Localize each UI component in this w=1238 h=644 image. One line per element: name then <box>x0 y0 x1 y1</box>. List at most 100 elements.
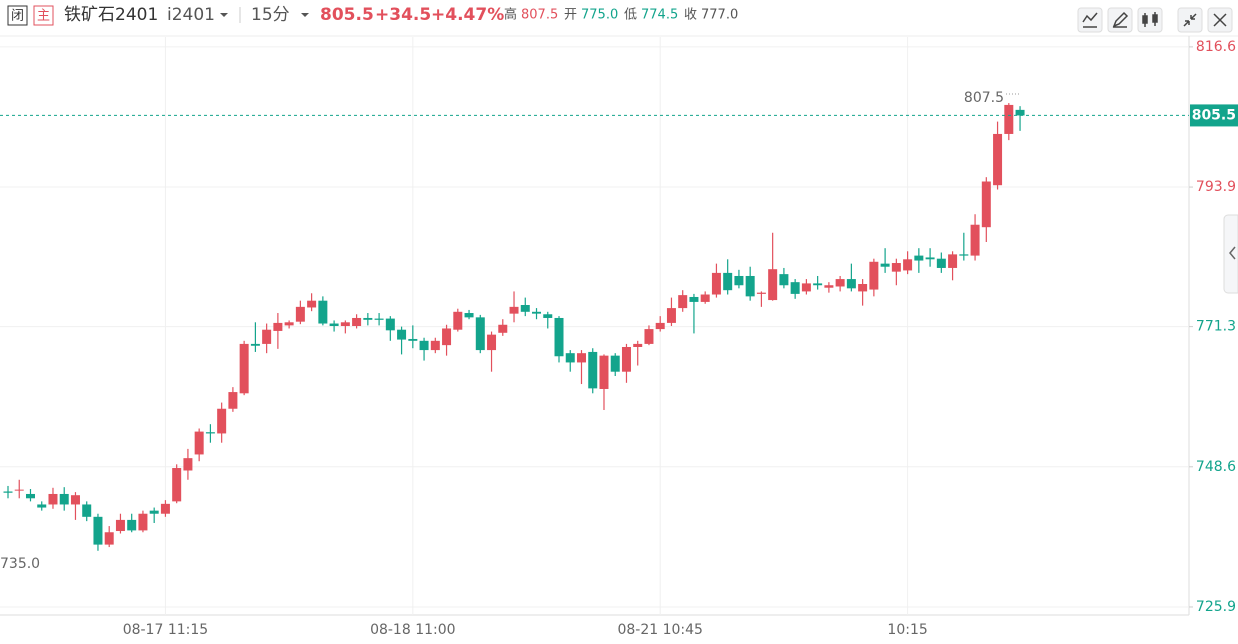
side-tab-chevron <box>1229 246 1236 260</box>
caret[interactable] <box>220 13 228 17</box>
candle-body <box>734 275 744 286</box>
candle-body <box>487 334 497 351</box>
candle-body <box>464 313 474 318</box>
candle-body <box>25 493 35 499</box>
period[interactable]: 15分 <box>251 5 290 25</box>
candle-body <box>745 275 755 297</box>
candle-body <box>565 353 575 363</box>
candle-body <box>374 318 384 320</box>
candle-body <box>846 279 856 289</box>
main-tag: 主 <box>37 9 50 24</box>
candle-body <box>993 133 1003 186</box>
candle-body <box>599 355 609 389</box>
candle-body <box>3 491 13 493</box>
candle-body <box>498 324 508 333</box>
candle-body <box>104 532 114 545</box>
candle-body <box>172 468 182 502</box>
closed-tag: 闭 <box>11 9 24 24</box>
candle-body <box>37 504 47 508</box>
candle-body <box>217 408 227 434</box>
candle-body <box>149 510 159 514</box>
candle-body <box>588 351 598 389</box>
draw-tool-button[interactable] <box>1107 7 1133 33</box>
candle-body <box>554 317 564 357</box>
candle-body <box>914 255 924 261</box>
candle-body <box>925 257 935 260</box>
candle-body <box>273 322 283 331</box>
candle-body <box>936 258 946 268</box>
candle-body <box>307 300 317 308</box>
collapse-button[interactable] <box>1177 7 1203 33</box>
low-label: 低 <box>624 8 637 23</box>
candle-body <box>183 458 193 471</box>
candle-body <box>891 263 901 272</box>
y-tick-label: 725.9 <box>1196 599 1236 615</box>
candle-body <box>397 329 407 340</box>
candle-body <box>205 432 215 434</box>
x-tick-label: 08-17 11:15 <box>123 622 208 638</box>
y-tick-label: 816.6 <box>1196 39 1236 55</box>
x-tick-label: 08-21 10:45 <box>617 622 702 638</box>
candle-body <box>250 343 260 346</box>
candle-body <box>138 513 148 531</box>
close-label: 收 <box>684 8 697 23</box>
candle-body <box>284 322 294 326</box>
candle-body <box>239 343 249 394</box>
candle-body <box>903 259 913 271</box>
candle-body <box>1015 109 1025 116</box>
y-tick-label: 771.3 <box>1196 319 1236 335</box>
candle-body <box>723 272 733 291</box>
open-value: 775.0 <box>581 8 618 23</box>
high-value: 807.5 <box>521 8 558 23</box>
candle-body <box>352 317 362 326</box>
candle-body <box>475 317 485 351</box>
candle-body <box>442 328 452 346</box>
toolbar-icons <box>1082 11 1227 28</box>
close-value: 777.0 <box>701 8 738 23</box>
price: 805.5 <box>320 5 374 25</box>
candle-body <box>329 323 339 326</box>
candle-body <box>363 317 373 320</box>
candle-body <box>981 181 991 228</box>
candle-body <box>48 493 58 505</box>
candle-body <box>295 306 305 322</box>
candle-body <box>576 353 586 363</box>
candle-body <box>160 503 170 514</box>
caret[interactable] <box>301 13 309 17</box>
candle-body <box>948 254 958 268</box>
candle-body <box>644 329 654 344</box>
candle-body <box>824 285 834 288</box>
candle-body <box>655 322 665 330</box>
x-tick-label: 10:15 <box>887 622 927 638</box>
candle-body <box>621 346 631 372</box>
y-tick-label: 748.6 <box>1196 459 1236 475</box>
candle-body <box>835 279 845 287</box>
max-annotation: 807.5 <box>964 90 1004 106</box>
candle-body <box>115 519 125 532</box>
candle-body <box>813 283 823 286</box>
candle-body <box>543 314 553 318</box>
candle-body <box>520 305 530 312</box>
candle-tool-button[interactable] <box>1137 7 1163 33</box>
instrument-code[interactable]: i2401 <box>167 5 215 25</box>
candle-body <box>880 263 890 267</box>
instrument-name[interactable]: 铁矿石2401 <box>64 5 158 25</box>
candle-body <box>385 318 395 331</box>
low-value: 774.5 <box>641 8 678 23</box>
candle-body <box>959 254 969 256</box>
min-annotation: 735.0 <box>0 556 40 572</box>
candle-body <box>408 338 418 341</box>
change-pct: +4.47% <box>431 5 504 25</box>
candle-body <box>318 300 328 324</box>
candle-body <box>689 296 699 302</box>
candle-body <box>970 224 980 256</box>
closed-box <box>7 5 28 26</box>
candle-body <box>194 431 204 455</box>
candle-body <box>262 329 272 344</box>
candle-body <box>419 340 429 351</box>
candle-body <box>340 322 350 326</box>
candle-body <box>633 343 643 347</box>
candle-body <box>869 261 879 290</box>
candle-body <box>532 311 542 314</box>
candle-body <box>228 392 238 409</box>
